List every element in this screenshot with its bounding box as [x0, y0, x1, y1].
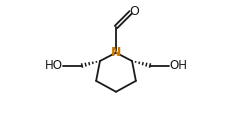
- Text: O: O: [128, 5, 138, 18]
- Text: HO: HO: [45, 59, 63, 72]
- Text: OH: OH: [168, 59, 186, 72]
- Text: N: N: [110, 46, 121, 59]
